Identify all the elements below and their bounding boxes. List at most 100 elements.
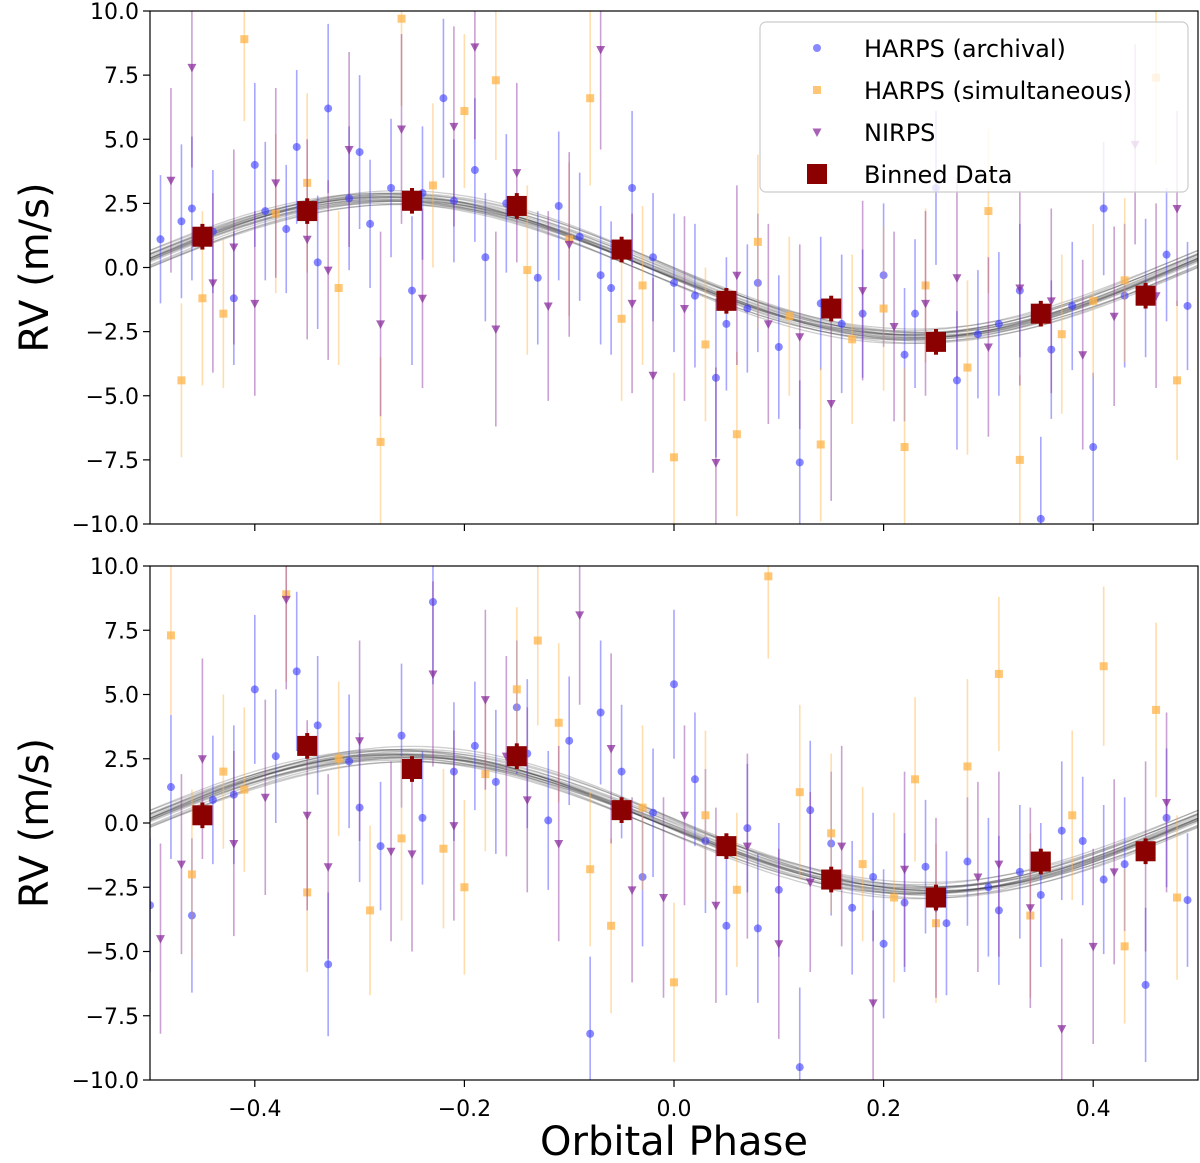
- top-harps-simultaneous-point: [460, 107, 469, 116]
- bottom-binned-data-point: [821, 869, 842, 890]
- bottom-binned-data-point: [926, 887, 946, 908]
- bottom-nirps-point: [554, 840, 564, 849]
- top-harps-simultaneous-point: [586, 94, 595, 103]
- bottom-harps-archival-point: [596, 708, 605, 717]
- bottom-harps-simultaneous-point: [282, 590, 291, 599]
- bottom-harps-archival-point: [355, 803, 364, 812]
- top-harps-archival-point: [743, 304, 752, 313]
- bottom-nirps-point: [868, 999, 878, 1008]
- top-harps-archival-point: [670, 278, 678, 287]
- top-harps-archival-point: [177, 217, 186, 226]
- top-harps-archival-point: [879, 271, 888, 280]
- top-harps-archival-point: [911, 309, 920, 318]
- bottom-harps-archival-point: [250, 685, 259, 694]
- bottom-binned-data-point: [506, 746, 527, 767]
- top-binned-data-point: [821, 298, 842, 319]
- top-harps-archival-point: [1183, 301, 1192, 310]
- bottom-harps-archival-point: [795, 1063, 804, 1072]
- bottom-harps-simultaneous-point: [1099, 662, 1108, 671]
- bottom-series-harps-archival: [150, 566, 1192, 1080]
- top-binned-data-point: [611, 239, 632, 260]
- top-nirps-point: [627, 299, 637, 309]
- bottom-harps-archival-point: [187, 911, 196, 920]
- bottom-harps-archival-point: [292, 667, 301, 676]
- bottom-series-harps-simultaneous: [166, 566, 1182, 1063]
- top-nirps-point: [397, 125, 407, 134]
- bottom-harps-simultaneous-point: [827, 829, 836, 838]
- top-harps-archival-point: [408, 286, 416, 295]
- bottom-nirps-point: [659, 894, 669, 903]
- legend-box: [759, 21, 1189, 193]
- bottom-model-draw: [150, 757, 1198, 890]
- bottom-nirps-point: [155, 935, 165, 944]
- top-harps-archival-point: [1120, 291, 1129, 300]
- bottom-nirps-point: [575, 611, 585, 620]
- bottom-y-axis-label: RV (m/s): [12, 738, 58, 908]
- top-harps-archival-point: [229, 294, 238, 303]
- bottom-harps-archival-point: [324, 960, 333, 969]
- top-harps-simultaneous-point: [670, 453, 678, 462]
- bottom-nirps-point: [480, 696, 490, 705]
- bottom-binned-data-point: [716, 836, 737, 857]
- top-binned-data-point: [926, 331, 946, 352]
- top-binned-data-point: [192, 226, 213, 247]
- bottom-harps-archival-point: [512, 703, 521, 712]
- top-model-draw: [150, 203, 1198, 338]
- top-model-draw: [150, 196, 1198, 339]
- top-binned-data-point: [716, 290, 737, 311]
- bottom-harps-archival-point: [449, 767, 458, 776]
- bottom-model-draw: [150, 756, 1198, 899]
- top-y-tick-label: −5.0: [86, 385, 139, 410]
- bottom-harps-archival-point: [345, 757, 354, 766]
- bottom-nirps-point: [229, 840, 239, 849]
- bottom-harps-simultaneous-point: [932, 919, 940, 928]
- top-binned-data-point: [1135, 285, 1156, 306]
- bottom-harps-archival-point: [208, 795, 217, 804]
- bottom-harps-simultaneous-point: [240, 785, 249, 794]
- bottom-harps-archival-point: [848, 903, 857, 912]
- top-nirps-point: [732, 271, 742, 281]
- top-harps-archival-point: [973, 330, 982, 339]
- bottom-nirps-point: [1025, 904, 1035, 913]
- top-harps-simultaneous-point: [879, 304, 888, 313]
- top-harps-simultaneous-point: [271, 209, 280, 218]
- bottom-model-draw: [150, 749, 1198, 888]
- top-harps-archival-point: [345, 194, 354, 203]
- bottom-harps-simultaneous-point: [732, 885, 741, 894]
- top-harps-simultaneous-point: [376, 437, 385, 446]
- top-nirps-point: [271, 179, 281, 188]
- top-harps-archival-point: [470, 166, 479, 175]
- top-harps-simultaneous-point: [1015, 455, 1024, 464]
- bottom-harps-archival-point: [617, 767, 626, 776]
- bottom-nirps-point: [711, 901, 721, 911]
- bottom-panel: −10.0 −7.5 −5.0 −2.5 0.0 2.5 5.0 7.5 10.0 −0.4 −0.…: [12, 555, 1199, 1122]
- bottom-nirps-point: [197, 755, 207, 764]
- bottom-harps-simultaneous-point: [795, 788, 804, 797]
- bottom-binned-data-point: [297, 735, 318, 756]
- top-model-draw: [150, 195, 1198, 332]
- top-nirps-point: [229, 243, 239, 252]
- top-nirps-point: [564, 240, 574, 250]
- top-nirps-point: [648, 371, 658, 381]
- bottom-y-tick-label: 7.5: [104, 619, 139, 644]
- bottom-y-tick-label: 2.5: [104, 748, 139, 773]
- top-model-draw: [150, 200, 1198, 342]
- top-binned-data-point: [297, 201, 318, 222]
- bottom-harps-simultaneous-point: [219, 767, 228, 776]
- bottom-harps-archival-point: [150, 901, 154, 910]
- bottom-harps-simultaneous-point: [701, 811, 710, 820]
- top-model-curves: [150, 190, 1198, 345]
- bottom-harps-archival-point: [649, 808, 658, 817]
- bottom-harps-archival-point: [827, 839, 836, 848]
- bottom-model-draw: [150, 759, 1198, 895]
- top-y-tick-label: −7.5: [86, 449, 139, 474]
- top-harps-simultaneous-point: [565, 235, 574, 244]
- top-harps-archival-point: [1036, 514, 1045, 523]
- top-nirps-point: [795, 333, 805, 342]
- top-model-draw: [150, 190, 1198, 337]
- bottom-nirps-point: [627, 886, 637, 895]
- top-harps-archival-point: [858, 309, 867, 318]
- bottom-binned-data-point: [402, 759, 422, 780]
- bottom-x-tick-label: 0.0: [657, 1097, 692, 1122]
- bottom-harps-archival-point: [1015, 867, 1024, 876]
